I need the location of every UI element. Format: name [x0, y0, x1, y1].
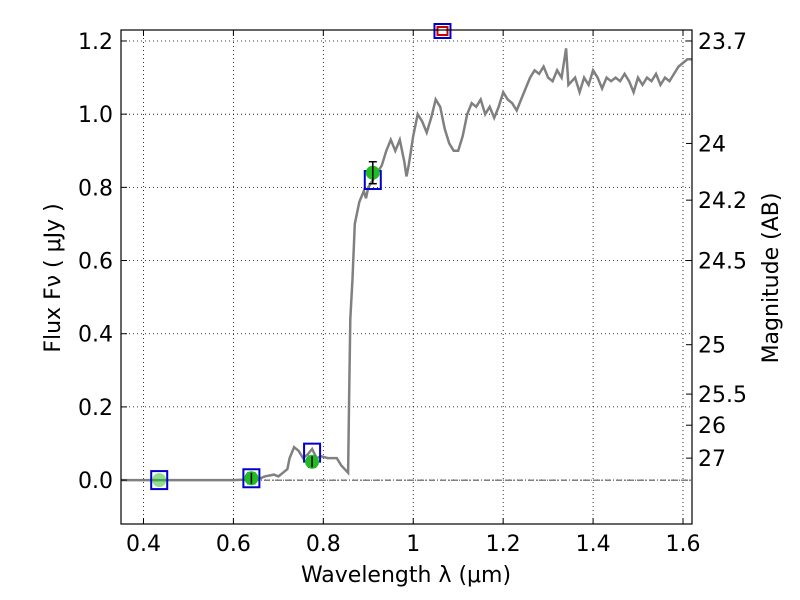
y2-tick-label: 25.5: [698, 383, 747, 408]
model-box-marker: [150, 470, 169, 491]
axes-frame: [120, 29, 693, 525]
y2-tick-label: 24.2: [698, 189, 747, 214]
y-tick-label: 1.0: [78, 103, 113, 128]
model-photometry-boxes: [150, 23, 452, 491]
x-tick-label: 1.2: [486, 532, 521, 557]
y-tick-label: 0.4: [78, 323, 113, 348]
x-tick-label: 1: [406, 532, 420, 557]
x-tick-label: 0.8: [306, 532, 341, 557]
x-axis-ticks: 0.4 0.6 0.8 1 1.2 1.4 1.6: [126, 30, 701, 557]
y2-tick-label: 25: [698, 334, 726, 359]
y2-tick-label: 24: [698, 132, 726, 157]
model-box-marker: [433, 23, 452, 39]
y-tick-label: 0.0: [78, 469, 113, 494]
y-tick-label: 0.2: [78, 396, 113, 421]
x-tick-label: 0.6: [216, 532, 251, 557]
model-box-marker-inner: [436, 26, 449, 36]
y2-tick-label: 27: [698, 447, 726, 472]
observed-point: [152, 473, 167, 488]
y2-tick-label: 23.7: [698, 30, 747, 55]
plot-frame: [120, 29, 693, 525]
spectrum-line: [121, 48, 692, 482]
y-tick-label: 0.8: [78, 176, 113, 201]
y-axis-ticks: 0.0 0.2 0.4 0.6 0.8 1.0 1.2: [78, 30, 127, 494]
model-spectrum: [121, 48, 692, 482]
y-axis-title: Flux Fν ( μJy ): [41, 203, 66, 352]
model-box-marker: [242, 468, 261, 489]
y-tick-label: 0.6: [78, 250, 113, 275]
y2-tick-label: 26: [698, 414, 726, 439]
y-tick-label: 1.2: [78, 30, 113, 55]
x-axis-title: Wavelength λ (μm): [301, 563, 511, 588]
observed-photometry: [152, 160, 380, 488]
x-tick-label: 1.4: [576, 532, 611, 557]
x-tick-label: 1.6: [666, 532, 701, 557]
grid-lines: [121, 30, 692, 524]
secondary-y-axis-title: Magnitude (AB): [759, 193, 784, 364]
secondary-y-axis-ticks: 23.7 24 24.2 24.5 25 25.5 26 27: [686, 30, 747, 472]
x-tick-label: 0.4: [126, 532, 161, 557]
y2-tick-label: 24.5: [698, 250, 747, 275]
